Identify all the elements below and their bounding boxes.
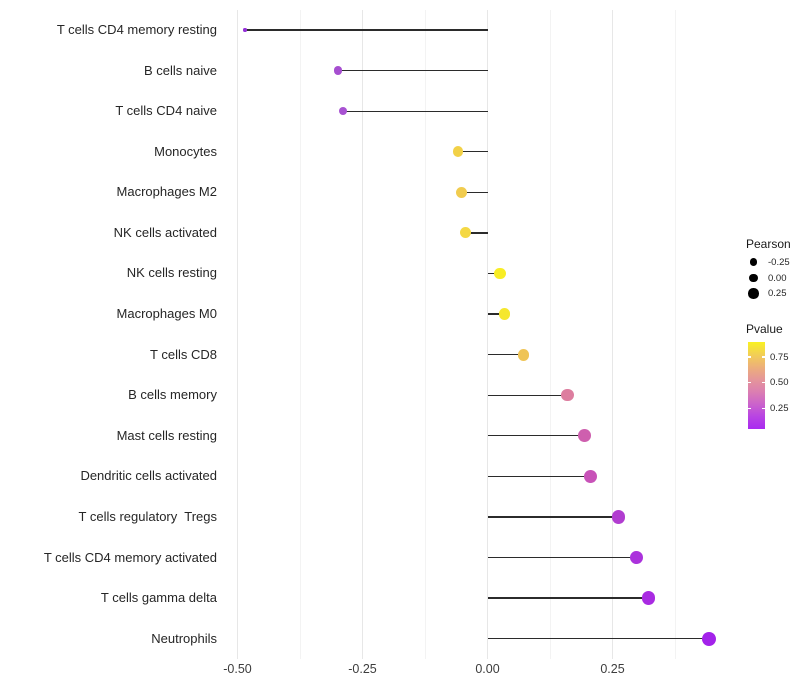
size-legend-dot	[749, 273, 758, 283]
y-axis-label: Dendritic cells activated	[80, 468, 217, 484]
gradient-tick	[762, 381, 765, 384]
lollipop-dot	[517, 348, 530, 361]
size-legend-title: Pearson	[746, 237, 791, 251]
lollipop-stem	[461, 191, 488, 193]
x-axis-tick-label: 0.00	[475, 662, 500, 676]
y-axis-label: T cells CD4 memory activated	[43, 549, 217, 565]
gridline-minor	[299, 10, 301, 659]
lollipop-dot	[333, 66, 343, 75]
x-axis-tick-label: 0.25	[600, 662, 625, 676]
y-axis-label: T cells CD4 naive	[115, 103, 217, 119]
lollipop-dot	[494, 267, 506, 280]
lollipop-dot	[629, 550, 644, 565]
y-axis-label: Monocytes	[154, 143, 217, 159]
gridline-major	[612, 10, 613, 659]
x-axis-tick-label: -0.25	[348, 662, 377, 676]
lollipop-dot	[561, 388, 574, 402]
lollipop-dot	[578, 429, 591, 443]
y-axis-label: B cells memory	[128, 387, 217, 403]
gridline-major	[237, 10, 238, 659]
gradient-tick	[748, 356, 751, 358]
y-axis-label: T cells gamma delta	[100, 590, 217, 606]
lollipop-dot	[460, 227, 471, 239]
gridline-major	[362, 10, 363, 659]
gridline-minor	[424, 10, 426, 659]
y-axis-label: Macrophages M2	[116, 184, 217, 200]
size-legend-dot	[749, 258, 758, 266]
pvalue-gradient-bar	[748, 342, 765, 429]
lollipop-stem	[487, 353, 524, 356]
y-axis-label: B cells naive	[144, 62, 217, 78]
gridline-minor	[549, 10, 551, 659]
lollipop-stem	[487, 516, 619, 518]
lollipop-dot	[611, 510, 626, 524]
gradient-tick	[762, 356, 765, 358]
lollipop-stem	[343, 110, 488, 112]
size-legend-label: 0.00	[768, 272, 787, 284]
lollipop-stem	[487, 597, 649, 599]
gridline-major	[487, 10, 488, 659]
lollipop-dot	[641, 591, 656, 605]
lollipop-stem	[487, 556, 637, 559]
lollipop-dot	[498, 308, 511, 320]
lollipop-stem	[487, 394, 568, 396]
y-axis-label: T cells CD4 memory resting	[56, 22, 217, 37]
lollipop-stem	[487, 638, 709, 640]
y-axis-label: Neutrophils	[151, 630, 217, 646]
y-axis-label: T cells CD8	[150, 346, 217, 362]
color-legend-label: 0.75	[770, 351, 789, 363]
lollipop-dot	[243, 28, 247, 32]
lollipop-dot	[701, 631, 717, 646]
color-legend-label: 0.25	[770, 402, 789, 414]
y-axis-label: NK cells activated	[113, 224, 217, 240]
y-axis-label: NK cells resting	[126, 265, 217, 281]
x-axis-tick-label: -0.50	[223, 662, 252, 676]
size-legend-dot	[748, 288, 759, 299]
lollipop-stem	[487, 313, 505, 315]
y-axis-label: T cells regulatory Tregs	[78, 508, 217, 524]
color-legend-label: 0.50	[770, 377, 789, 389]
size-legend-label: 0.25	[768, 288, 787, 299]
lollipop-dot	[584, 469, 597, 483]
gradient-tick	[748, 381, 751, 384]
gradient-tick	[748, 407, 751, 410]
lollipop-stem	[338, 69, 488, 72]
lollipop-dot	[338, 106, 348, 116]
color-legend-title: Pvalue	[746, 322, 783, 336]
lollipop-stem	[487, 435, 585, 437]
lollipop-stem	[245, 29, 488, 31]
size-legend-label: -0.25	[768, 256, 790, 268]
y-axis-label: Mast cells resting	[116, 427, 217, 443]
gradient-tick	[762, 407, 765, 410]
lollipop-stem	[465, 232, 488, 234]
y-axis-label: Macrophages M0	[116, 306, 217, 322]
lollipop-stem	[487, 272, 500, 275]
lollipop-dot	[456, 186, 467, 198]
lollipop-stem	[487, 475, 591, 478]
lollipop-dot	[452, 146, 464, 158]
gridline-minor	[674, 10, 676, 659]
lollipop-stem	[458, 151, 488, 153]
